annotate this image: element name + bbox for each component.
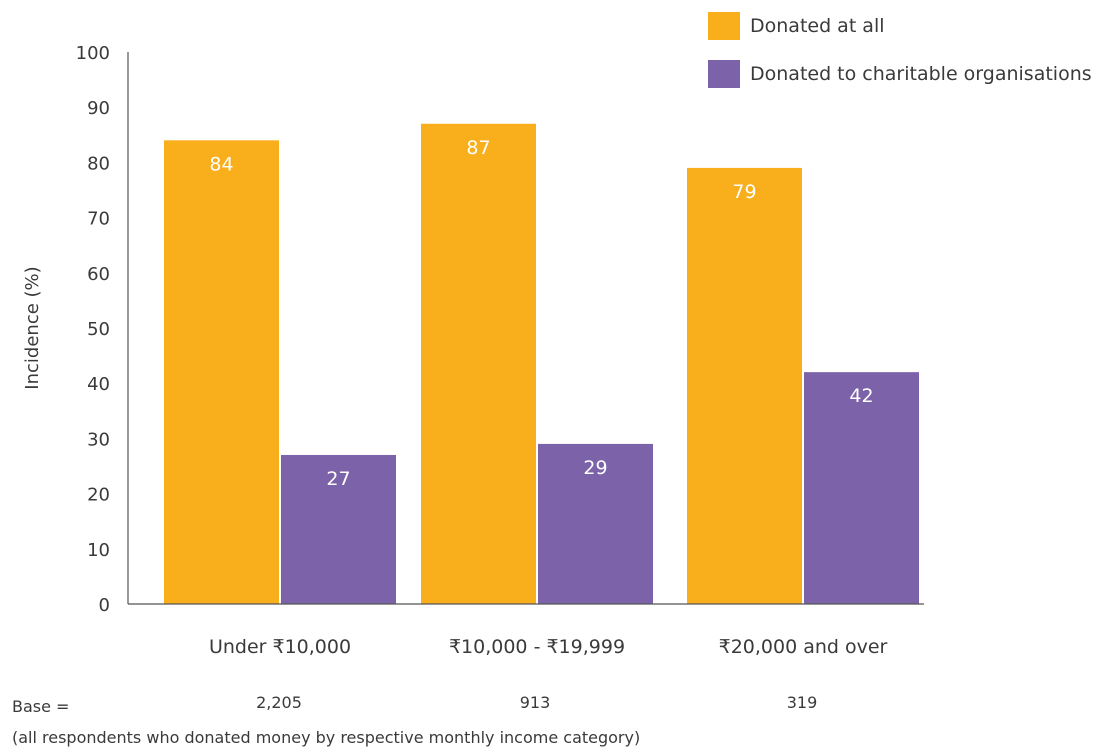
y-tick-label-0: 0 (99, 595, 110, 616)
y-axis-label: Incidence (%) (22, 266, 43, 389)
bar-donated-to-charities-0 (281, 454, 396, 604)
bar-donated-at-all-0 (164, 140, 279, 604)
base-label: Base = (12, 697, 70, 716)
x-category-label-1: ₹10,000 - ₹19,999 (449, 636, 625, 658)
data-label-donated-at-all-1: 87 (466, 137, 490, 159)
y-tick-label-100: 100 (76, 43, 110, 64)
legend-item-donated-at-all: Donated at all (708, 8, 1092, 44)
legend-item-donated-to-charities: Donated to charitable organisations (708, 56, 1092, 92)
base-value-10000-19999: 913 (519, 693, 551, 712)
y-tick-label-50: 50 (87, 319, 110, 340)
bar-donated-to-charities-1 (538, 443, 653, 604)
y-tick-label-70: 70 (87, 209, 110, 230)
legend-label-donated-at-all: Donated at all (750, 15, 885, 37)
base-value-20000-over: 319 (786, 693, 818, 712)
x-category-label-2: ₹20,000 and over (719, 636, 888, 658)
y-tick-label-20: 20 (87, 485, 110, 506)
bar-donated-at-all-1 (421, 123, 536, 604)
bar-donated-at-all-2 (687, 167, 802, 605)
data-label-donated-at-all-0: 84 (209, 153, 233, 175)
y-tick-label-60: 60 (87, 264, 110, 285)
y-tick-label-40: 40 (87, 374, 110, 395)
legend-label-donated-to-charities: Donated to charitable organisations (750, 63, 1092, 85)
data-label-donated-to-charities-2: 42 (849, 385, 873, 407)
data-label-donated-to-charities-1: 29 (583, 457, 607, 479)
y-tick-label-10: 10 (87, 540, 110, 561)
data-label-donated-to-charities-0: 27 (326, 468, 350, 490)
footnote: (all respondents who donated money by re… (12, 728, 641, 747)
y-tick-label-30: 30 (87, 429, 110, 450)
legend-swatch-donated-to-charities (708, 60, 740, 88)
y-tick-label-80: 80 (87, 153, 110, 174)
legend: Donated at all Donated to charitable org… (708, 8, 1092, 104)
legend-swatch-donated-at-all (708, 12, 740, 40)
bar-donated-to-charities-2 (804, 372, 919, 604)
y-tick-label-90: 90 (87, 98, 110, 119)
x-category-label-0: Under ₹10,000 (209, 636, 351, 658)
data-label-donated-at-all-2: 79 (732, 181, 756, 203)
base-value-under-10000: 2,205 (256, 693, 302, 712)
